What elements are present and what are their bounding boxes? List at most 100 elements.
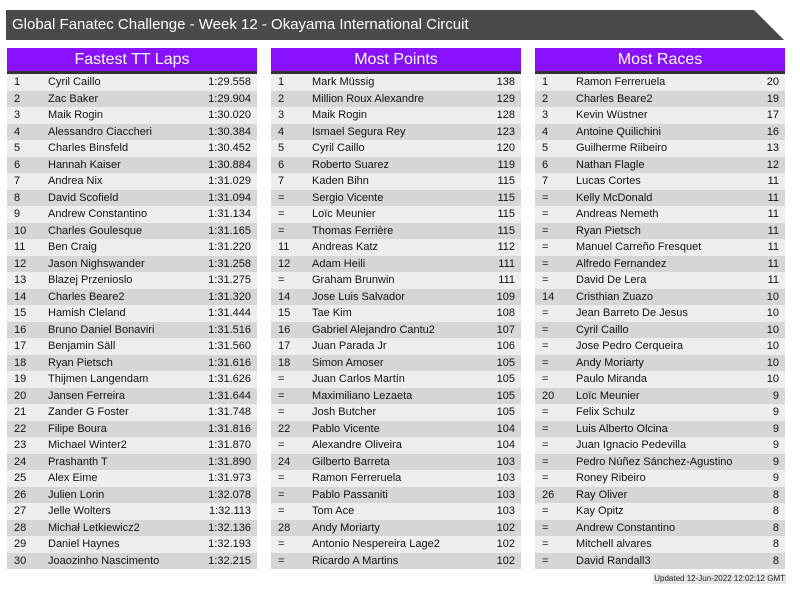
value-cell: 103 bbox=[496, 505, 515, 517]
position-cell: 18 bbox=[14, 356, 27, 369]
value-cell: 10 bbox=[766, 307, 779, 319]
table-row: 4 Alessandro Ciaccheri 1:30.384 bbox=[7, 123, 257, 140]
driver-name-cell: Nathan Flagle bbox=[576, 158, 645, 171]
value-cell: 1:31.134 bbox=[208, 208, 251, 220]
position-cell: 3 bbox=[14, 109, 21, 121]
driver-name-cell: Andrew Constantino bbox=[576, 521, 676, 534]
value-cell: 1:30.020 bbox=[208, 109, 251, 121]
value-cell: 8 bbox=[772, 521, 779, 534]
value-cell: 102 bbox=[496, 521, 515, 534]
value-cell: 1:30.884 bbox=[208, 158, 251, 171]
position-cell: = bbox=[542, 208, 549, 220]
position-cell: 12 bbox=[278, 257, 291, 270]
driver-name-cell: Pablo Passaniti bbox=[312, 488, 388, 501]
driver-name-cell: Ramon Ferreruela bbox=[312, 472, 402, 484]
position-cell: 5 bbox=[542, 142, 549, 154]
driver-name-cell: Simon Amoser bbox=[312, 356, 384, 369]
table-row: 28 Andy Moriarty 102 bbox=[271, 519, 521, 536]
table-row: 24 Prashanth T 1:31.890 bbox=[7, 453, 257, 470]
position-cell: 7 bbox=[542, 175, 549, 187]
driver-name-cell: Andreas Nemeth bbox=[576, 208, 659, 220]
driver-name-cell: Andy Moriarty bbox=[312, 521, 380, 534]
page-title: Global Fanatec Challenge - Week 12 - Oka… bbox=[12, 16, 469, 33]
value-cell: 1:32.136 bbox=[208, 521, 251, 534]
value-cell: 108 bbox=[496, 307, 515, 319]
driver-name-cell: Antonio Nespereira Lage2 bbox=[312, 538, 440, 550]
driver-name-cell: Kaden Bihn bbox=[312, 175, 369, 187]
driver-name-cell: Luis Alberto Olcina bbox=[576, 422, 668, 435]
driver-name-cell: Guilherme Riibeiro bbox=[576, 142, 668, 154]
position-cell: = bbox=[278, 505, 285, 517]
value-cell: 11 bbox=[767, 191, 779, 204]
position-cell: 4 bbox=[278, 125, 285, 138]
position-cell: 4 bbox=[14, 125, 21, 138]
value-cell: 1:31.748 bbox=[208, 406, 251, 418]
value-cell: 8 bbox=[772, 505, 779, 517]
driver-name-cell: Alessandro Ciaccheri bbox=[48, 125, 152, 138]
driver-name-cell: Maik Rogin bbox=[312, 109, 368, 121]
position-cell: 10 bbox=[14, 224, 27, 237]
value-cell: 115 bbox=[497, 191, 515, 204]
driver-name-cell: Paulo Miranda bbox=[576, 373, 647, 385]
table-row: 22 Pablo Vicente 104 bbox=[271, 420, 521, 437]
driver-name-cell: Julien Lorin bbox=[48, 488, 105, 501]
table-row: 2 Zac Baker 1:29.904 bbox=[7, 90, 257, 107]
position-cell: 7 bbox=[14, 175, 21, 187]
driver-name-cell: Pablo Vicente bbox=[312, 422, 380, 435]
driver-name-cell: Zander G Foster bbox=[48, 406, 129, 418]
value-cell: 1:31.320 bbox=[208, 290, 251, 303]
table-row: 13 Blazej Przenioslo 1:31.275 bbox=[7, 272, 257, 289]
table-row: = Ramon Ferreruela 103 bbox=[271, 470, 521, 487]
value-cell: 1:31.644 bbox=[208, 389, 251, 402]
table-row: 26 Julien Lorin 1:32.078 bbox=[7, 486, 257, 503]
driver-name-cell: Andy Moriarty bbox=[576, 356, 644, 369]
position-cell: 3 bbox=[278, 109, 285, 121]
value-cell: 1:32.193 bbox=[208, 538, 251, 550]
position-cell: = bbox=[542, 505, 549, 517]
value-cell: 20 bbox=[766, 76, 779, 88]
table-row: 2 Charles Beare2 19 bbox=[535, 90, 785, 107]
value-cell: 112 bbox=[497, 241, 515, 253]
position-cell: = bbox=[278, 389, 285, 402]
position-cell: 1 bbox=[278, 76, 285, 88]
value-cell: 1:31.560 bbox=[208, 340, 251, 352]
table-row: = Alexandre Oliveira 104 bbox=[271, 437, 521, 454]
position-cell: 2 bbox=[278, 92, 285, 105]
table-row: 14 Jose Luis Salvador 109 bbox=[271, 288, 521, 305]
driver-name-cell: Roberto Suarez bbox=[312, 158, 390, 171]
position-cell: 22 bbox=[278, 422, 291, 435]
value-cell: 105 bbox=[496, 373, 515, 385]
table-row: 5 Charles Binsfeld 1:30.452 bbox=[7, 140, 257, 157]
table-row: = Ryan Pietsch 11 bbox=[535, 222, 785, 239]
driver-name-cell: Charles Beare2 bbox=[48, 290, 125, 303]
value-cell: 129 bbox=[496, 92, 515, 105]
table-row: = Sergio Vicente 115 bbox=[271, 189, 521, 206]
driver-name-cell: Cyril Caillo bbox=[576, 323, 629, 336]
value-cell: 9 bbox=[772, 406, 779, 418]
table-row: 12 Jason Nighswander 1:31.258 bbox=[7, 255, 257, 272]
position-cell: 16 bbox=[278, 323, 291, 336]
position-cell: = bbox=[542, 340, 549, 352]
table-row: 11 Ben Craig 1:31.220 bbox=[7, 239, 257, 256]
value-cell: 11 bbox=[767, 257, 779, 270]
table-row: 7 Lucas Cortes 11 bbox=[535, 173, 785, 190]
table-row: = Ricardo A Martins 102 bbox=[271, 552, 521, 569]
table-row: 16 Gabriel Alejandro Cantu2 107 bbox=[271, 321, 521, 338]
driver-name-cell: Andreas Katz bbox=[312, 241, 379, 253]
driver-name-cell: Mitchell alvares bbox=[576, 538, 652, 550]
value-cell: 13 bbox=[766, 142, 779, 154]
position-cell: = bbox=[542, 439, 549, 451]
position-cell: 8 bbox=[14, 191, 21, 204]
position-cell: 5 bbox=[278, 142, 285, 154]
value-cell: 1:32.215 bbox=[208, 554, 251, 567]
table-row: = Manuel Carreño Fresquet 11 bbox=[535, 239, 785, 256]
position-cell: 28 bbox=[14, 521, 27, 534]
driver-name-cell: Roney Ribeiro bbox=[576, 472, 646, 484]
position-cell: = bbox=[278, 488, 285, 501]
driver-name-cell: Loïc Meunier bbox=[576, 389, 640, 402]
driver-name-cell: Sergio Vicente bbox=[312, 191, 384, 204]
position-cell: 3 bbox=[542, 109, 549, 121]
table-row: 14 Cristhian Zuazo 10 bbox=[535, 288, 785, 305]
driver-name-cell: Jose Luis Salvador bbox=[312, 290, 405, 303]
table-row: 1 Mark Müssig 138 bbox=[271, 74, 521, 91]
